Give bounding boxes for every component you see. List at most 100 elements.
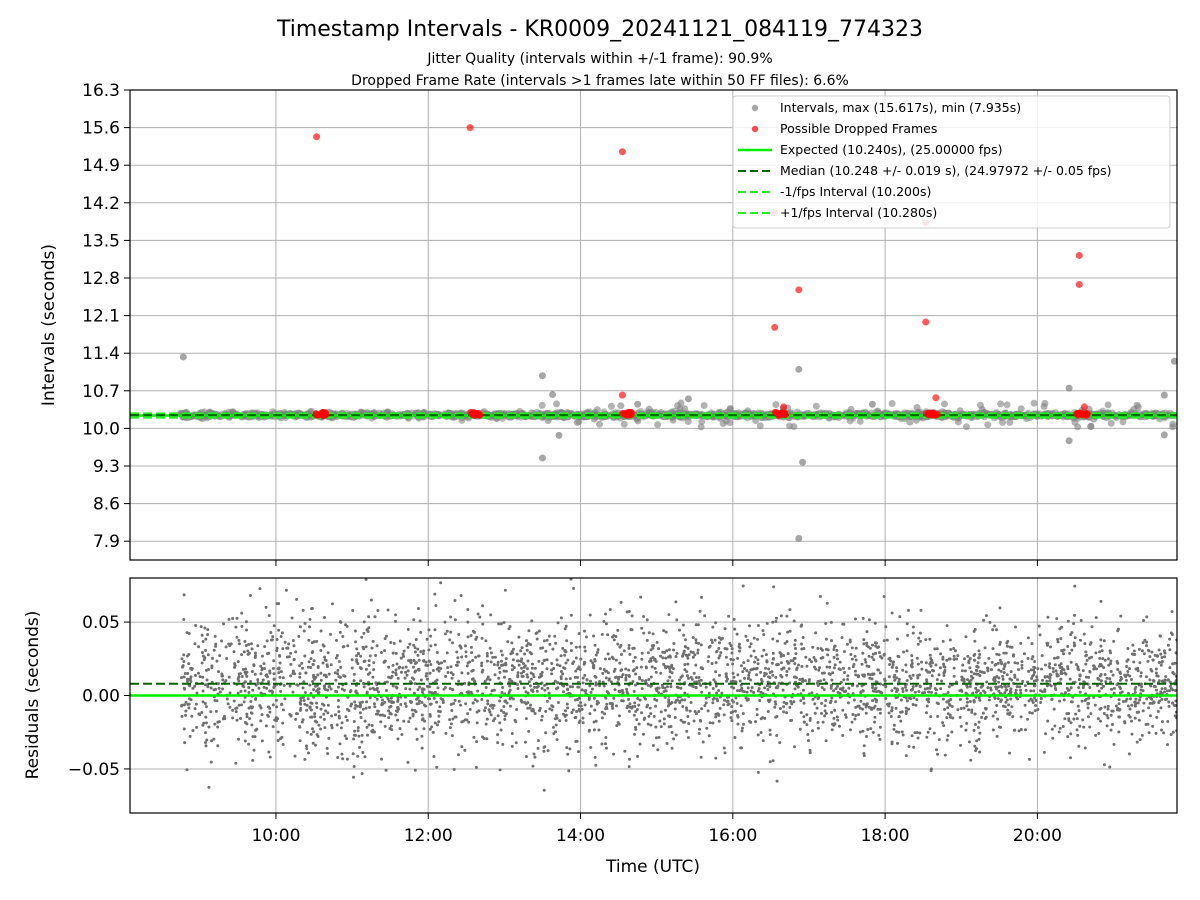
residual-point — [466, 671, 470, 675]
residual-point — [676, 686, 680, 690]
residual-point — [988, 620, 992, 624]
residual-point — [602, 684, 606, 688]
residual-point — [259, 691, 263, 695]
residual-point — [866, 645, 870, 649]
top-y-tick-label: 12.8 — [82, 269, 120, 289]
residual-point — [1084, 662, 1088, 666]
residual-point — [904, 706, 908, 710]
residual-point — [1003, 662, 1007, 666]
residual-point — [561, 646, 565, 650]
residual-point — [243, 730, 247, 734]
residual-point — [402, 649, 406, 653]
residual-point — [952, 657, 956, 661]
residual-point — [606, 633, 610, 637]
residual-point — [694, 712, 698, 716]
residual-point — [551, 705, 555, 709]
legend-box — [732, 95, 1171, 229]
residual-point — [1042, 750, 1046, 754]
residual-point — [1046, 719, 1050, 723]
residual-point — [970, 710, 974, 714]
residual-point — [930, 661, 934, 665]
residual-point — [569, 613, 573, 617]
residual-point — [345, 718, 349, 722]
interval-outlier-point — [1065, 384, 1073, 392]
residual-point — [540, 718, 544, 722]
residual-point — [1048, 662, 1052, 666]
residual-point — [835, 648, 839, 652]
residual-point — [204, 721, 208, 725]
residual-point — [496, 741, 500, 745]
residual-point — [310, 701, 314, 705]
residual-point — [691, 685, 695, 689]
residual-point — [654, 725, 658, 729]
residual-point — [422, 687, 426, 691]
residual-point — [849, 653, 853, 657]
interval-point — [700, 401, 708, 409]
residual-point — [808, 748, 812, 752]
residual-point — [878, 725, 882, 729]
residual-point — [291, 669, 295, 673]
residual-point — [799, 624, 803, 628]
interval-outlier-point — [799, 458, 807, 466]
residual-point — [1076, 704, 1080, 708]
residual-point — [757, 687, 761, 691]
residual-point — [983, 661, 987, 665]
residual-point — [402, 719, 406, 723]
residual-point — [733, 627, 737, 631]
residual-point — [204, 648, 208, 652]
residual-point — [1157, 648, 1161, 652]
dropped-frame-point — [922, 318, 930, 326]
residual-point — [387, 709, 391, 713]
residual-point — [1099, 599, 1103, 603]
residual-point — [1059, 637, 1063, 641]
residual-point — [1060, 625, 1064, 629]
residual-point — [821, 656, 825, 660]
residual-point — [201, 700, 205, 704]
residual-point — [730, 647, 734, 651]
residual-point — [411, 665, 415, 669]
residual-point — [1098, 650, 1102, 654]
bottom-y-tick-label: 0.05 — [82, 613, 120, 633]
residual-point — [794, 652, 798, 656]
residual-point — [299, 707, 303, 711]
residual-point — [688, 709, 692, 713]
residual-point — [908, 674, 912, 678]
residual-point — [247, 651, 251, 655]
residual-point — [182, 675, 186, 679]
residual-point — [1173, 714, 1177, 718]
interval-point — [962, 423, 970, 431]
residual-point — [1002, 667, 1006, 671]
residual-point — [826, 653, 830, 657]
interval-outlier-point — [684, 395, 692, 403]
residual-point — [543, 688, 547, 692]
residual-point — [1133, 716, 1137, 720]
residual-point — [667, 698, 671, 702]
residual-point — [510, 664, 514, 668]
residual-point — [856, 704, 860, 708]
residual-point — [1152, 679, 1156, 683]
residual-point — [451, 717, 455, 721]
residual-point — [580, 688, 584, 692]
residual-point — [595, 682, 599, 686]
residual-point — [1160, 697, 1164, 701]
residual-point — [525, 673, 529, 677]
residual-point — [330, 714, 334, 718]
residual-point — [582, 660, 586, 664]
residual-point — [595, 699, 599, 703]
residual-point — [895, 730, 899, 734]
residual-point — [195, 691, 199, 695]
residual-point — [353, 733, 357, 737]
residual-point — [667, 648, 671, 652]
residual-point — [1158, 634, 1162, 638]
residual-point — [322, 717, 326, 721]
residual-point — [825, 601, 829, 605]
residual-point — [816, 646, 820, 650]
residual-point — [540, 714, 544, 718]
residual-point — [523, 652, 527, 656]
residual-point — [1129, 677, 1133, 681]
residual-point — [935, 678, 939, 682]
residual-point — [1166, 719, 1170, 723]
residual-point — [1011, 715, 1015, 719]
residual-point — [884, 625, 888, 629]
residual-point — [1032, 684, 1036, 688]
